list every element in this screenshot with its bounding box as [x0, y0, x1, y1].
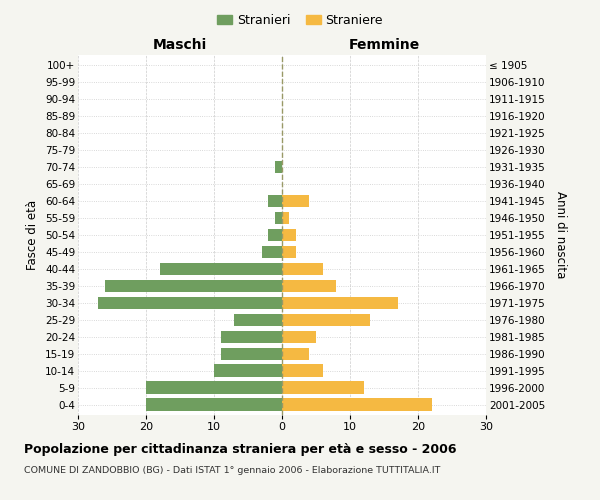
Bar: [282, 398, 431, 411]
Text: Maschi: Maschi: [153, 38, 207, 52]
Bar: [221, 348, 282, 360]
Bar: [282, 194, 309, 207]
Bar: [282, 382, 364, 394]
Bar: [262, 246, 282, 258]
Bar: [146, 398, 282, 411]
Bar: [214, 364, 282, 377]
Bar: [282, 314, 370, 326]
Bar: [282, 246, 296, 258]
Y-axis label: Fasce di età: Fasce di età: [26, 200, 40, 270]
Bar: [146, 382, 282, 394]
Text: Popolazione per cittadinanza straniera per età e sesso - 2006: Popolazione per cittadinanza straniera p…: [24, 442, 457, 456]
Bar: [98, 296, 282, 310]
Bar: [282, 262, 323, 276]
Bar: [282, 212, 289, 224]
Bar: [105, 280, 282, 292]
Bar: [282, 348, 309, 360]
Bar: [275, 160, 282, 173]
Bar: [268, 228, 282, 241]
Bar: [282, 364, 323, 377]
Text: COMUNE DI ZANDOBBIO (BG) - Dati ISTAT 1° gennaio 2006 - Elaborazione TUTTITALIA.: COMUNE DI ZANDOBBIO (BG) - Dati ISTAT 1°…: [24, 466, 440, 475]
Legend: Stranieri, Straniere: Stranieri, Straniere: [212, 8, 388, 32]
Bar: [275, 212, 282, 224]
Bar: [282, 280, 337, 292]
Bar: [282, 330, 316, 344]
Bar: [268, 194, 282, 207]
Bar: [235, 314, 282, 326]
Bar: [282, 296, 398, 310]
Bar: [160, 262, 282, 276]
Y-axis label: Anni di nascita: Anni di nascita: [554, 192, 567, 278]
Text: Femmine: Femmine: [349, 38, 419, 52]
Bar: [221, 330, 282, 344]
Bar: [282, 228, 296, 241]
